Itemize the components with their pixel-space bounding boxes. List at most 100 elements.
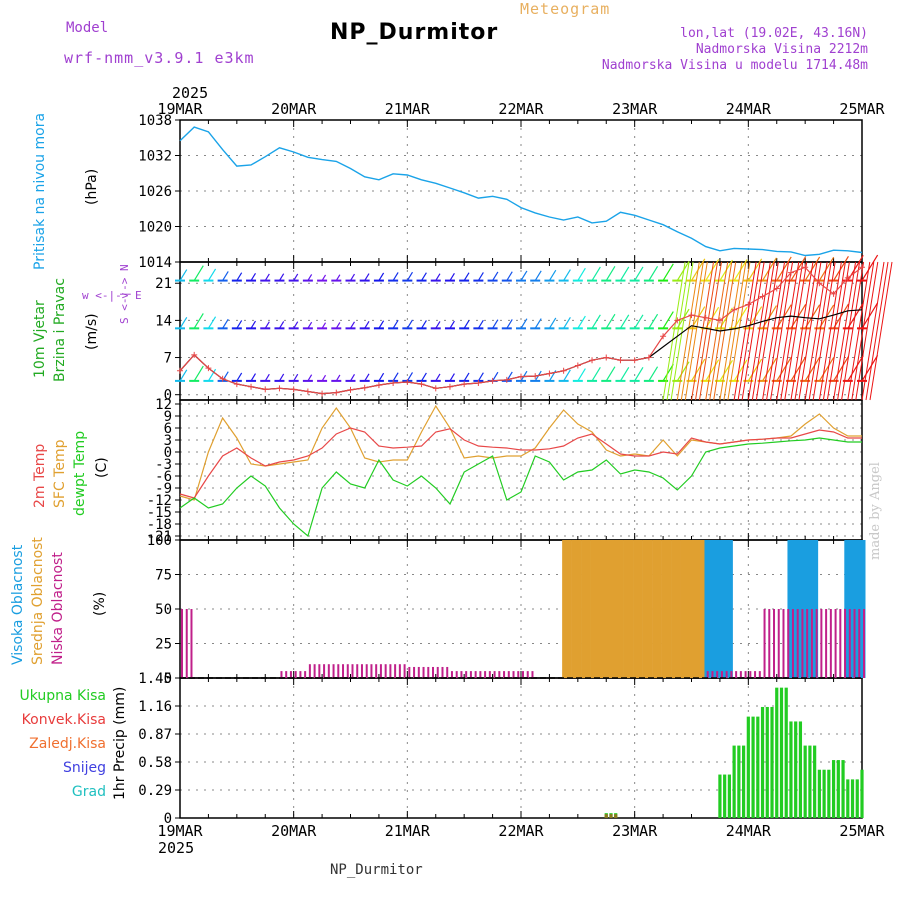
cloud-bar: [417, 666, 420, 678]
cloud-bar: [773, 609, 776, 678]
cloud-bar: [680, 540, 686, 678]
cloud-bar: [493, 671, 496, 678]
cloud-bar: [585, 540, 591, 678]
wind-barb: [349, 321, 356, 329]
wind-compass-h: w <-|-> E: [82, 289, 142, 302]
precip-unit: 1hr Precip (mm): [112, 687, 128, 800]
wind-streak: [833, 261, 857, 401]
wind-barb: [264, 273, 270, 281]
cloud-bar: [441, 666, 444, 678]
wind-gust-marker: [830, 290, 837, 297]
wind-barb: [421, 320, 427, 329]
wind-barb: [193, 313, 204, 329]
precip-legend-label: Ukupna Kisa: [19, 688, 106, 704]
wind-barb: [449, 272, 455, 281]
wind-streak: [869, 261, 893, 401]
wind-streak: [804, 261, 828, 401]
wind-streak: [699, 261, 722, 401]
wind-barb: [463, 320, 470, 329]
precip-bar: [822, 769, 826, 818]
wind-barb: [392, 319, 399, 329]
wind-barb: [222, 271, 229, 281]
cloud-bar: [346, 664, 349, 678]
wind-barb: [804, 256, 821, 281]
cloud-bar: [408, 666, 411, 678]
wind-barb: [719, 360, 733, 382]
cloud-bar: [706, 671, 709, 678]
cloud-bar: [694, 540, 700, 678]
cloud-bar: [299, 671, 302, 678]
cloud-bar: [618, 540, 624, 678]
wind-gust-marker: [816, 280, 823, 287]
cloud-bar: [628, 540, 634, 678]
wind-streak: [727, 261, 751, 401]
cloud-bar: [730, 671, 733, 678]
wind-barb: [179, 316, 188, 329]
cloud-bar: [839, 609, 842, 678]
wind-gust-marker: [489, 377, 496, 384]
wind-barb: [634, 366, 644, 382]
panel-frame: [179, 677, 863, 819]
temp-title: 2m Temp: [32, 444, 48, 508]
cloud-bar: [735, 671, 738, 678]
x-date-label-top: 24MAR: [726, 100, 772, 118]
cloud-bar: [725, 671, 728, 678]
wind-barb: [861, 302, 879, 329]
panel-wind: 0 7 14 21: [155, 261, 863, 404]
wind-streak: [808, 261, 832, 401]
cloud-bar: [356, 664, 359, 678]
y-tick-label: -9: [155, 481, 172, 497]
cloud-bar: [806, 609, 809, 678]
cloud-bar: [190, 609, 193, 678]
precip-bar: [808, 745, 812, 818]
wind-gust-marker: [787, 269, 794, 276]
cloud-bar: [647, 540, 653, 678]
x-date-label-bottom: 21MAR: [385, 822, 431, 840]
wind-barb: [193, 265, 204, 281]
precip-bar: [770, 706, 774, 818]
y-tick-label: 0: [164, 811, 172, 827]
y-tick-label: 25: [155, 637, 172, 653]
pressure-unit: (hPa): [84, 169, 100, 205]
wind-streak: [713, 261, 737, 401]
cloud-unit: (%): [92, 592, 108, 616]
wind-barb: [207, 268, 217, 281]
y-tick-label: 21: [155, 276, 172, 292]
cloud-bar: [432, 666, 435, 678]
cloud-bar: [185, 609, 188, 678]
y-tick-label: 50: [155, 602, 172, 618]
cloud-bar: [455, 671, 458, 678]
cloud-bar: [517, 671, 520, 678]
precip-bar: [609, 814, 613, 818]
wind-gust-marker: [233, 381, 240, 388]
precip-bar: [789, 721, 793, 818]
elevation-label: Nadmorska Visina 2212m: [695, 42, 868, 57]
wind-streak: [770, 261, 794, 401]
wind-gust-marker: [375, 382, 382, 389]
wind-barb: [406, 319, 413, 329]
sfc-title: SFC Temp: [52, 439, 68, 508]
precip-bar: [813, 745, 817, 818]
cloud-bar: [313, 664, 316, 678]
cloud-bar: [571, 540, 577, 678]
precip-bar: [741, 745, 746, 818]
cloud-bar: [488, 671, 491, 678]
cloud-bar: [825, 609, 828, 678]
precip-bar: [798, 721, 803, 818]
cloud-bar: [844, 609, 847, 678]
wind-barb: [477, 319, 484, 329]
wind-streak: [865, 261, 889, 401]
cloud-bar: [791, 609, 794, 678]
precip-bar: [756, 716, 760, 818]
cloud-bar: [526, 671, 529, 678]
wind-barb: [435, 273, 441, 281]
x-date-label-top: 20MAR: [271, 100, 317, 118]
cloud-bar: [474, 671, 477, 678]
wind-barb: [449, 320, 455, 329]
precip-bar: [775, 687, 779, 818]
y-tick-label: 14: [155, 313, 172, 329]
precip-bar: [718, 774, 722, 818]
cloud-bar: [427, 666, 430, 678]
wind-barb: [762, 357, 777, 382]
cloud-bar: [562, 540, 568, 678]
